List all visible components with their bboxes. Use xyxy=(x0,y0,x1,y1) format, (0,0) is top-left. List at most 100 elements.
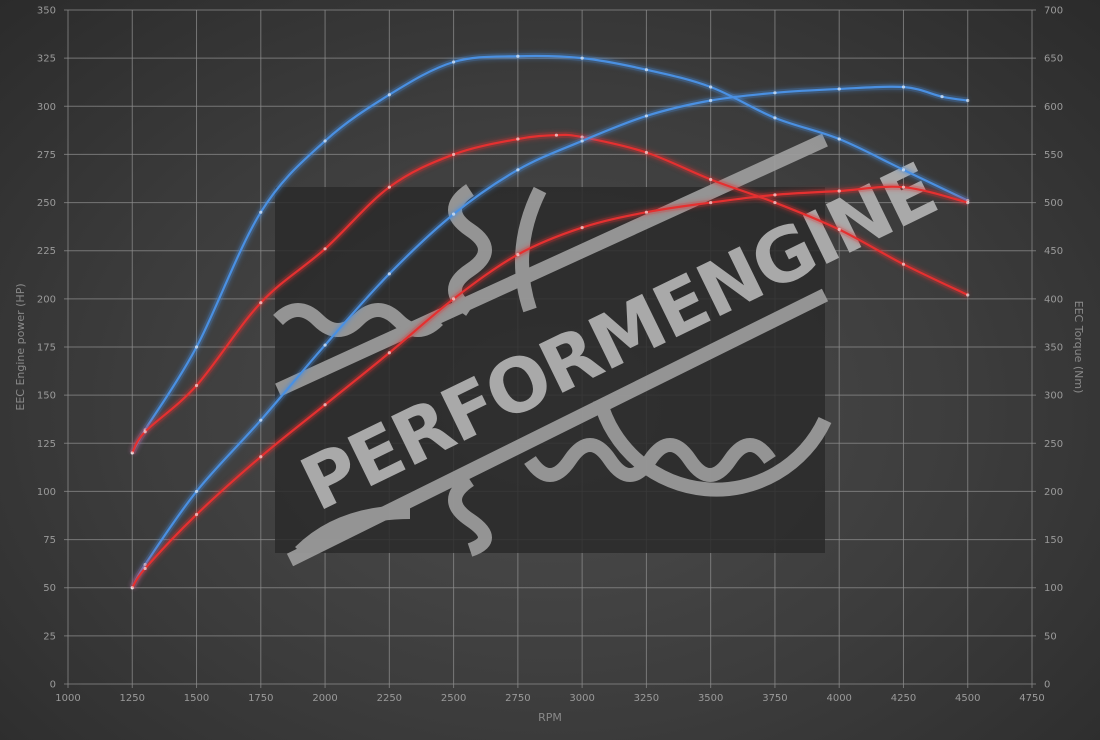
y-left-tick-label: 300 xyxy=(37,102,56,113)
x-tick-label: 1500 xyxy=(184,693,209,704)
data-point xyxy=(709,177,713,182)
data-point xyxy=(901,185,906,189)
data-point xyxy=(323,247,327,251)
y-right-tick-label: 50 xyxy=(1044,631,1057,642)
series-line-0 xyxy=(131,54,969,454)
data-point xyxy=(387,351,391,355)
y-right-tick-label: 400 xyxy=(1044,294,1063,305)
data-point xyxy=(387,272,391,276)
series-line-3 xyxy=(131,185,968,589)
data-point xyxy=(452,297,456,301)
y-left-tick-label: 175 xyxy=(37,343,56,354)
data-point xyxy=(387,185,391,189)
data-point xyxy=(837,189,841,193)
y-left-tick-label: 50 xyxy=(43,583,56,594)
series-line-1 xyxy=(131,133,969,454)
data-point xyxy=(259,210,263,214)
x-tick-label: 1750 xyxy=(248,693,273,704)
data-point xyxy=(143,430,147,434)
data-point xyxy=(259,301,263,305)
data-point xyxy=(709,98,713,103)
data-point xyxy=(837,137,841,141)
data-point xyxy=(554,133,559,137)
data-point xyxy=(194,489,199,494)
data-point xyxy=(323,139,327,143)
performengine-logo-watermark: PERFORMENGINE xyxy=(275,140,949,560)
y-axis-right-label: EEC Torque (Nm) xyxy=(1072,301,1085,394)
y-right-tick-label: 500 xyxy=(1044,198,1063,209)
x-tick-label: 1250 xyxy=(120,693,145,704)
data-point xyxy=(940,95,944,99)
y-right-tick-label: 150 xyxy=(1044,535,1063,546)
data-point xyxy=(773,200,777,205)
y-right-tick-label: 100 xyxy=(1044,583,1063,594)
data-point xyxy=(194,512,199,517)
data-point xyxy=(837,227,841,232)
y-left-tick-label: 0 xyxy=(50,680,56,691)
data-point xyxy=(966,293,970,297)
x-tick-label: 3750 xyxy=(762,693,787,704)
x-tick-label: 3000 xyxy=(569,693,594,704)
y-right-tick-label: 300 xyxy=(1044,391,1063,402)
data-point xyxy=(709,85,713,89)
data-point xyxy=(644,114,649,118)
y-left-tick-label: 150 xyxy=(37,391,56,402)
data-point xyxy=(194,383,199,388)
y-right-tick-label: 550 xyxy=(1044,150,1063,161)
series-lines xyxy=(129,52,970,590)
data-point xyxy=(966,98,970,103)
x-tick-label: 2750 xyxy=(505,693,530,704)
data-point xyxy=(516,168,520,172)
x-tick-label: 3250 xyxy=(634,693,659,704)
data-point xyxy=(516,252,520,257)
data-point xyxy=(143,566,147,571)
x-tick-label: 2500 xyxy=(441,693,466,704)
x-tick-label: 1000 xyxy=(55,693,80,704)
data-point xyxy=(323,343,327,347)
y-left-tick-label: 250 xyxy=(37,198,56,209)
data-point xyxy=(452,212,456,216)
data-point xyxy=(837,87,841,91)
x-tick-label: 2250 xyxy=(377,693,402,704)
data-point xyxy=(773,116,777,120)
y-right-tick-label: 650 xyxy=(1044,54,1063,65)
data-point xyxy=(323,403,327,407)
data-point xyxy=(644,68,649,72)
y-left-tick-label: 125 xyxy=(37,439,56,450)
y-right-tick-label: 200 xyxy=(1044,487,1063,498)
data-point xyxy=(644,150,649,155)
y-left-tick-label: 275 xyxy=(37,150,56,161)
y-right-tick-label: 600 xyxy=(1044,102,1063,113)
y-left-tick-label: 75 xyxy=(43,535,56,546)
y-left-tick-label: 225 xyxy=(37,246,56,257)
data-point xyxy=(516,54,520,58)
data-point xyxy=(130,586,134,590)
y-left-tick-label: 200 xyxy=(37,294,56,305)
data-point xyxy=(259,418,263,422)
y-axis-left-label: EEC Engine power (HP) xyxy=(14,283,27,410)
data-point xyxy=(644,210,649,214)
data-point xyxy=(901,85,906,89)
y-left-tick-label: 350 xyxy=(37,6,56,17)
series-line-2 xyxy=(131,85,968,589)
y-left-tick-label: 325 xyxy=(37,54,56,65)
data-point xyxy=(580,226,584,230)
x-tick-label: 4250 xyxy=(891,693,916,704)
data-point xyxy=(773,193,777,197)
data-point xyxy=(259,455,263,459)
y-right-tick-label: 700 xyxy=(1044,6,1063,17)
data-point xyxy=(709,200,713,205)
y-right-tick-label: 0 xyxy=(1044,680,1050,691)
data-point xyxy=(452,60,456,64)
y-right-tick-label: 250 xyxy=(1044,439,1063,450)
data-point xyxy=(901,168,906,172)
data-point xyxy=(452,152,456,157)
y-left-tick-label: 100 xyxy=(37,487,56,498)
data-point xyxy=(773,91,777,95)
data-point xyxy=(966,200,970,205)
y-right-tick-label: 350 xyxy=(1044,343,1063,354)
data-point xyxy=(580,139,584,143)
x-tick-label: 4000 xyxy=(826,693,851,704)
data-point xyxy=(194,345,199,349)
